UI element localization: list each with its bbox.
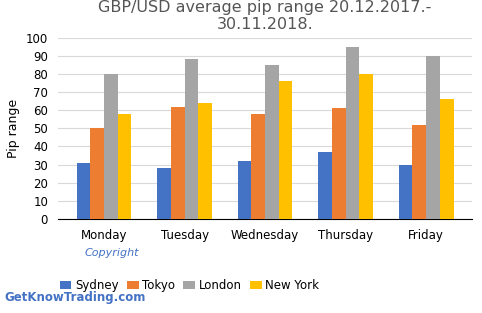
- Bar: [440, 99, 454, 219]
- Bar: [426, 56, 440, 219]
- Bar: [359, 74, 373, 219]
- Bar: [157, 168, 171, 219]
- Text: GetKnowTrading.com: GetKnowTrading.com: [5, 290, 146, 304]
- Bar: [238, 161, 252, 219]
- Bar: [413, 125, 426, 219]
- Bar: [318, 152, 332, 219]
- Bar: [185, 59, 198, 219]
- Bar: [265, 65, 279, 219]
- Title: GBP/USD average pip range 20.12.2017.-
30.11.2018.: GBP/USD average pip range 20.12.2017.- 3…: [98, 0, 432, 32]
- Bar: [198, 103, 212, 219]
- Legend: Sydney, Tokyo, London, New York: Sydney, Tokyo, London, New York: [60, 280, 320, 292]
- Bar: [399, 165, 413, 219]
- Bar: [104, 74, 118, 219]
- Bar: [90, 128, 104, 219]
- Y-axis label: Pip range: Pip range: [7, 99, 20, 158]
- Bar: [77, 163, 90, 219]
- Bar: [332, 108, 346, 219]
- Bar: [279, 81, 293, 219]
- Bar: [118, 114, 132, 219]
- Bar: [252, 114, 265, 219]
- Bar: [171, 106, 185, 219]
- Text: Copyright: Copyright: [84, 248, 139, 258]
- Bar: [346, 47, 359, 219]
